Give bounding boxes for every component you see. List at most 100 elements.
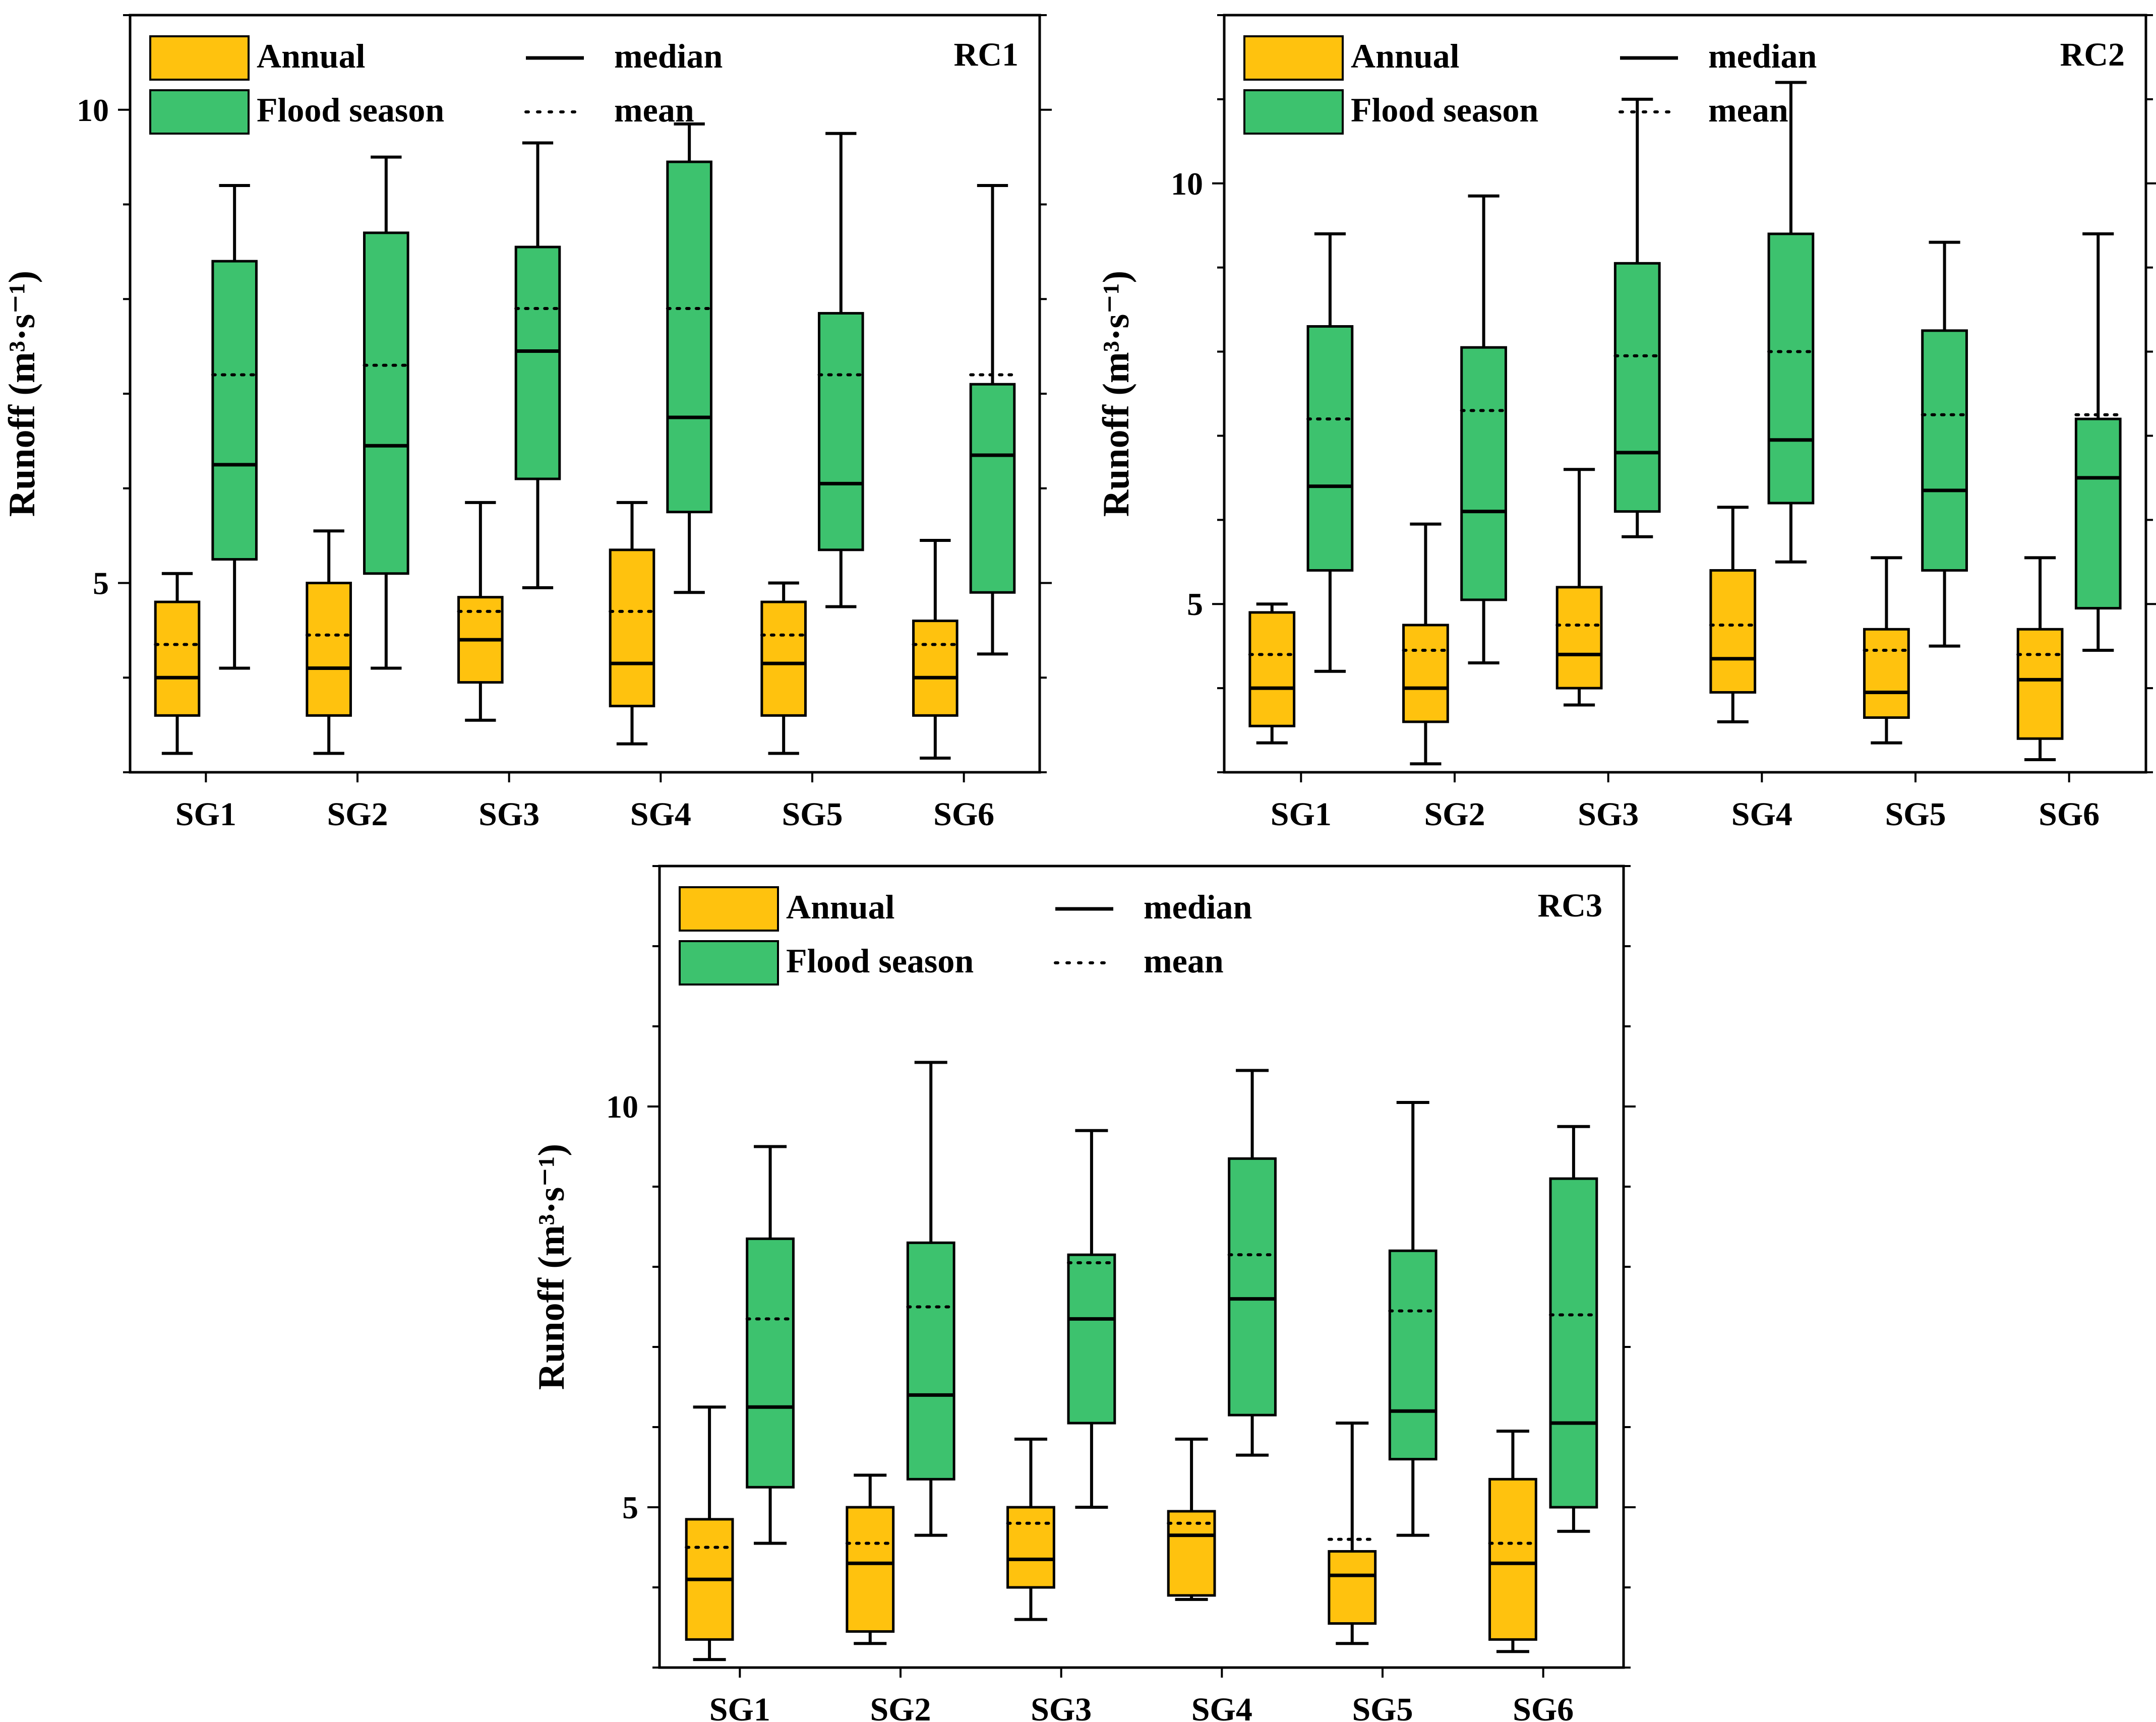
- iqr-box: [666, 160, 712, 514]
- annual-box-sg4: [1167, 1437, 1216, 1601]
- iqr-box: [1006, 1506, 1055, 1589]
- iqr-box: [306, 582, 352, 717]
- y-tick-label: 10: [606, 1089, 638, 1125]
- iqr-box: [1228, 1157, 1277, 1417]
- iqr-box: [1709, 569, 1757, 694]
- flood-box-sg1: [745, 1145, 795, 1545]
- x-tick-label: SG4: [630, 796, 691, 833]
- iqr-box: [1306, 325, 1354, 572]
- annual-box-sg4: [609, 501, 655, 746]
- flood-box-sg6: [969, 183, 1016, 656]
- flood-box-sg2: [906, 1061, 956, 1537]
- legend-swatch-annual: [679, 886, 779, 932]
- iqr-box: [746, 1237, 795, 1489]
- iqr-box: [846, 1506, 895, 1633]
- iqr-box: [363, 231, 409, 575]
- flood-box-sg2: [363, 155, 410, 670]
- x-tick-label: SG2: [327, 796, 388, 833]
- legend-label-mean: mean: [1144, 942, 1224, 980]
- flood-box-sg1: [1306, 232, 1354, 673]
- legend-label-median: median: [1144, 888, 1252, 926]
- iqr-box: [969, 383, 1016, 594]
- legend-label-median: median: [1708, 37, 1817, 75]
- x-tick-label: SG6: [2039, 796, 2100, 833]
- legend-swatch-flood: [149, 89, 250, 135]
- annual-box-sg3: [457, 501, 504, 722]
- iqr-box: [1388, 1249, 1438, 1461]
- iqr-box: [1555, 586, 1603, 690]
- panel-rc1: 5 10 Runoff (m³·s⁻¹) SG1 SG2 SG3 SG4 SG5 SG6 Annu…: [2, 14, 1052, 833]
- flood-box-sg5: [817, 132, 865, 608]
- flood-box-sg6: [2074, 232, 2122, 652]
- iqr-box: [818, 312, 864, 551]
- iqr-box: [1613, 262, 1661, 513]
- iqr-box: [760, 600, 807, 717]
- x-tick-label: SG3: [478, 796, 540, 833]
- annual-box-sg4: [1709, 506, 1757, 723]
- flood-box-sg5: [1921, 240, 1968, 648]
- y-tick-label: 5: [622, 1490, 638, 1525]
- iqr-box: [1460, 346, 1507, 601]
- x-tick-label: SG1: [175, 796, 236, 833]
- x-tick-label: SG5: [782, 796, 843, 833]
- iqr-box: [1488, 1478, 1537, 1641]
- flood-box-sg2: [1460, 194, 1508, 665]
- iqr-box: [1248, 611, 1296, 727]
- legend-swatch-annual: [1243, 35, 1344, 81]
- x-tick-label: SG1: [1271, 796, 1332, 833]
- iqr-box: [1167, 1510, 1216, 1597]
- flood-box-sg4: [1227, 1069, 1277, 1457]
- y-axis-label: Runoff (m³·s⁻¹): [531, 1144, 572, 1390]
- legend: Annual Flood season median mean: [679, 886, 1252, 986]
- plot-frame: [658, 865, 1625, 1669]
- annual-box-sg6: [912, 539, 959, 760]
- annual-box-sg5: [1327, 1422, 1377, 1645]
- iqr-box: [1402, 624, 1449, 723]
- annual-box-sg2: [1402, 522, 1450, 766]
- annual-box-sg6: [1488, 1429, 1538, 1653]
- x-tick-label: SG3: [1031, 1691, 1092, 1722]
- y-tick-label: 10: [1171, 166, 1203, 202]
- y-tick-label: 10: [77, 92, 109, 128]
- plot-frame: [1223, 14, 2147, 774]
- flood-box-sg4: [1767, 81, 1815, 564]
- annual-box-sg1: [1248, 602, 1296, 745]
- iqr-box: [609, 548, 655, 708]
- legend-label-annual: Annual: [257, 37, 365, 75]
- x-tick-label: SG6: [933, 796, 994, 833]
- legend-swatch-flood: [1243, 89, 1344, 135]
- flood-box-sg4: [666, 122, 713, 594]
- annual-box-sg5: [760, 581, 807, 755]
- legend: Annual Flood season median mean: [1243, 35, 1817, 135]
- legend-label-flood: Flood season: [257, 91, 444, 129]
- flood-box-sg1: [211, 183, 258, 670]
- y-axis-label: Runoff (m³·s⁻¹): [1096, 271, 1137, 517]
- panel-rc3: 5 10 Runoff (m³·s⁻¹) SG1 SG2 SG3 SG4 SG5 SG6 Annu…: [531, 865, 1636, 1722]
- x-tick-label: SG5: [1885, 796, 1946, 833]
- annual-box-sg2: [305, 529, 352, 755]
- x-tick-label: SG3: [1578, 796, 1639, 833]
- y-tick-label: 5: [1187, 586, 1203, 622]
- panel-title: RC3: [1538, 887, 1602, 924]
- annual-box-sg5: [1863, 556, 1910, 745]
- iqr-box: [912, 620, 959, 717]
- y-axis-label: Runoff (m³·s⁻¹): [2, 271, 43, 517]
- legend-label-annual: Annual: [786, 888, 894, 926]
- flood-box-sg3: [1613, 97, 1661, 538]
- flood-box-sg5: [1388, 1101, 1438, 1537]
- iqr-box: [906, 1241, 955, 1481]
- legend-label-flood: Flood season: [1351, 91, 1538, 129]
- panel-rc2: 5 10 Runoff (m³·s⁻¹) SG1 SG2 SG3 SG4 SG5 SG6 Annu…: [1096, 14, 2156, 833]
- iqr-box: [154, 600, 201, 717]
- legend-label-annual: Annual: [1351, 37, 1459, 75]
- iqr-box: [1767, 232, 1815, 505]
- y-tick-label: 5: [93, 566, 109, 601]
- annual-box-sg6: [2016, 556, 2064, 761]
- panel-title: RC2: [2060, 36, 2125, 73]
- annual-box-sg3: [1555, 468, 1603, 707]
- x-tick-label: SG5: [1352, 1691, 1413, 1722]
- x-tick-label: SG4: [1191, 1691, 1252, 1722]
- iqr-box: [2074, 417, 2122, 610]
- annual-box-sg1: [685, 1405, 734, 1662]
